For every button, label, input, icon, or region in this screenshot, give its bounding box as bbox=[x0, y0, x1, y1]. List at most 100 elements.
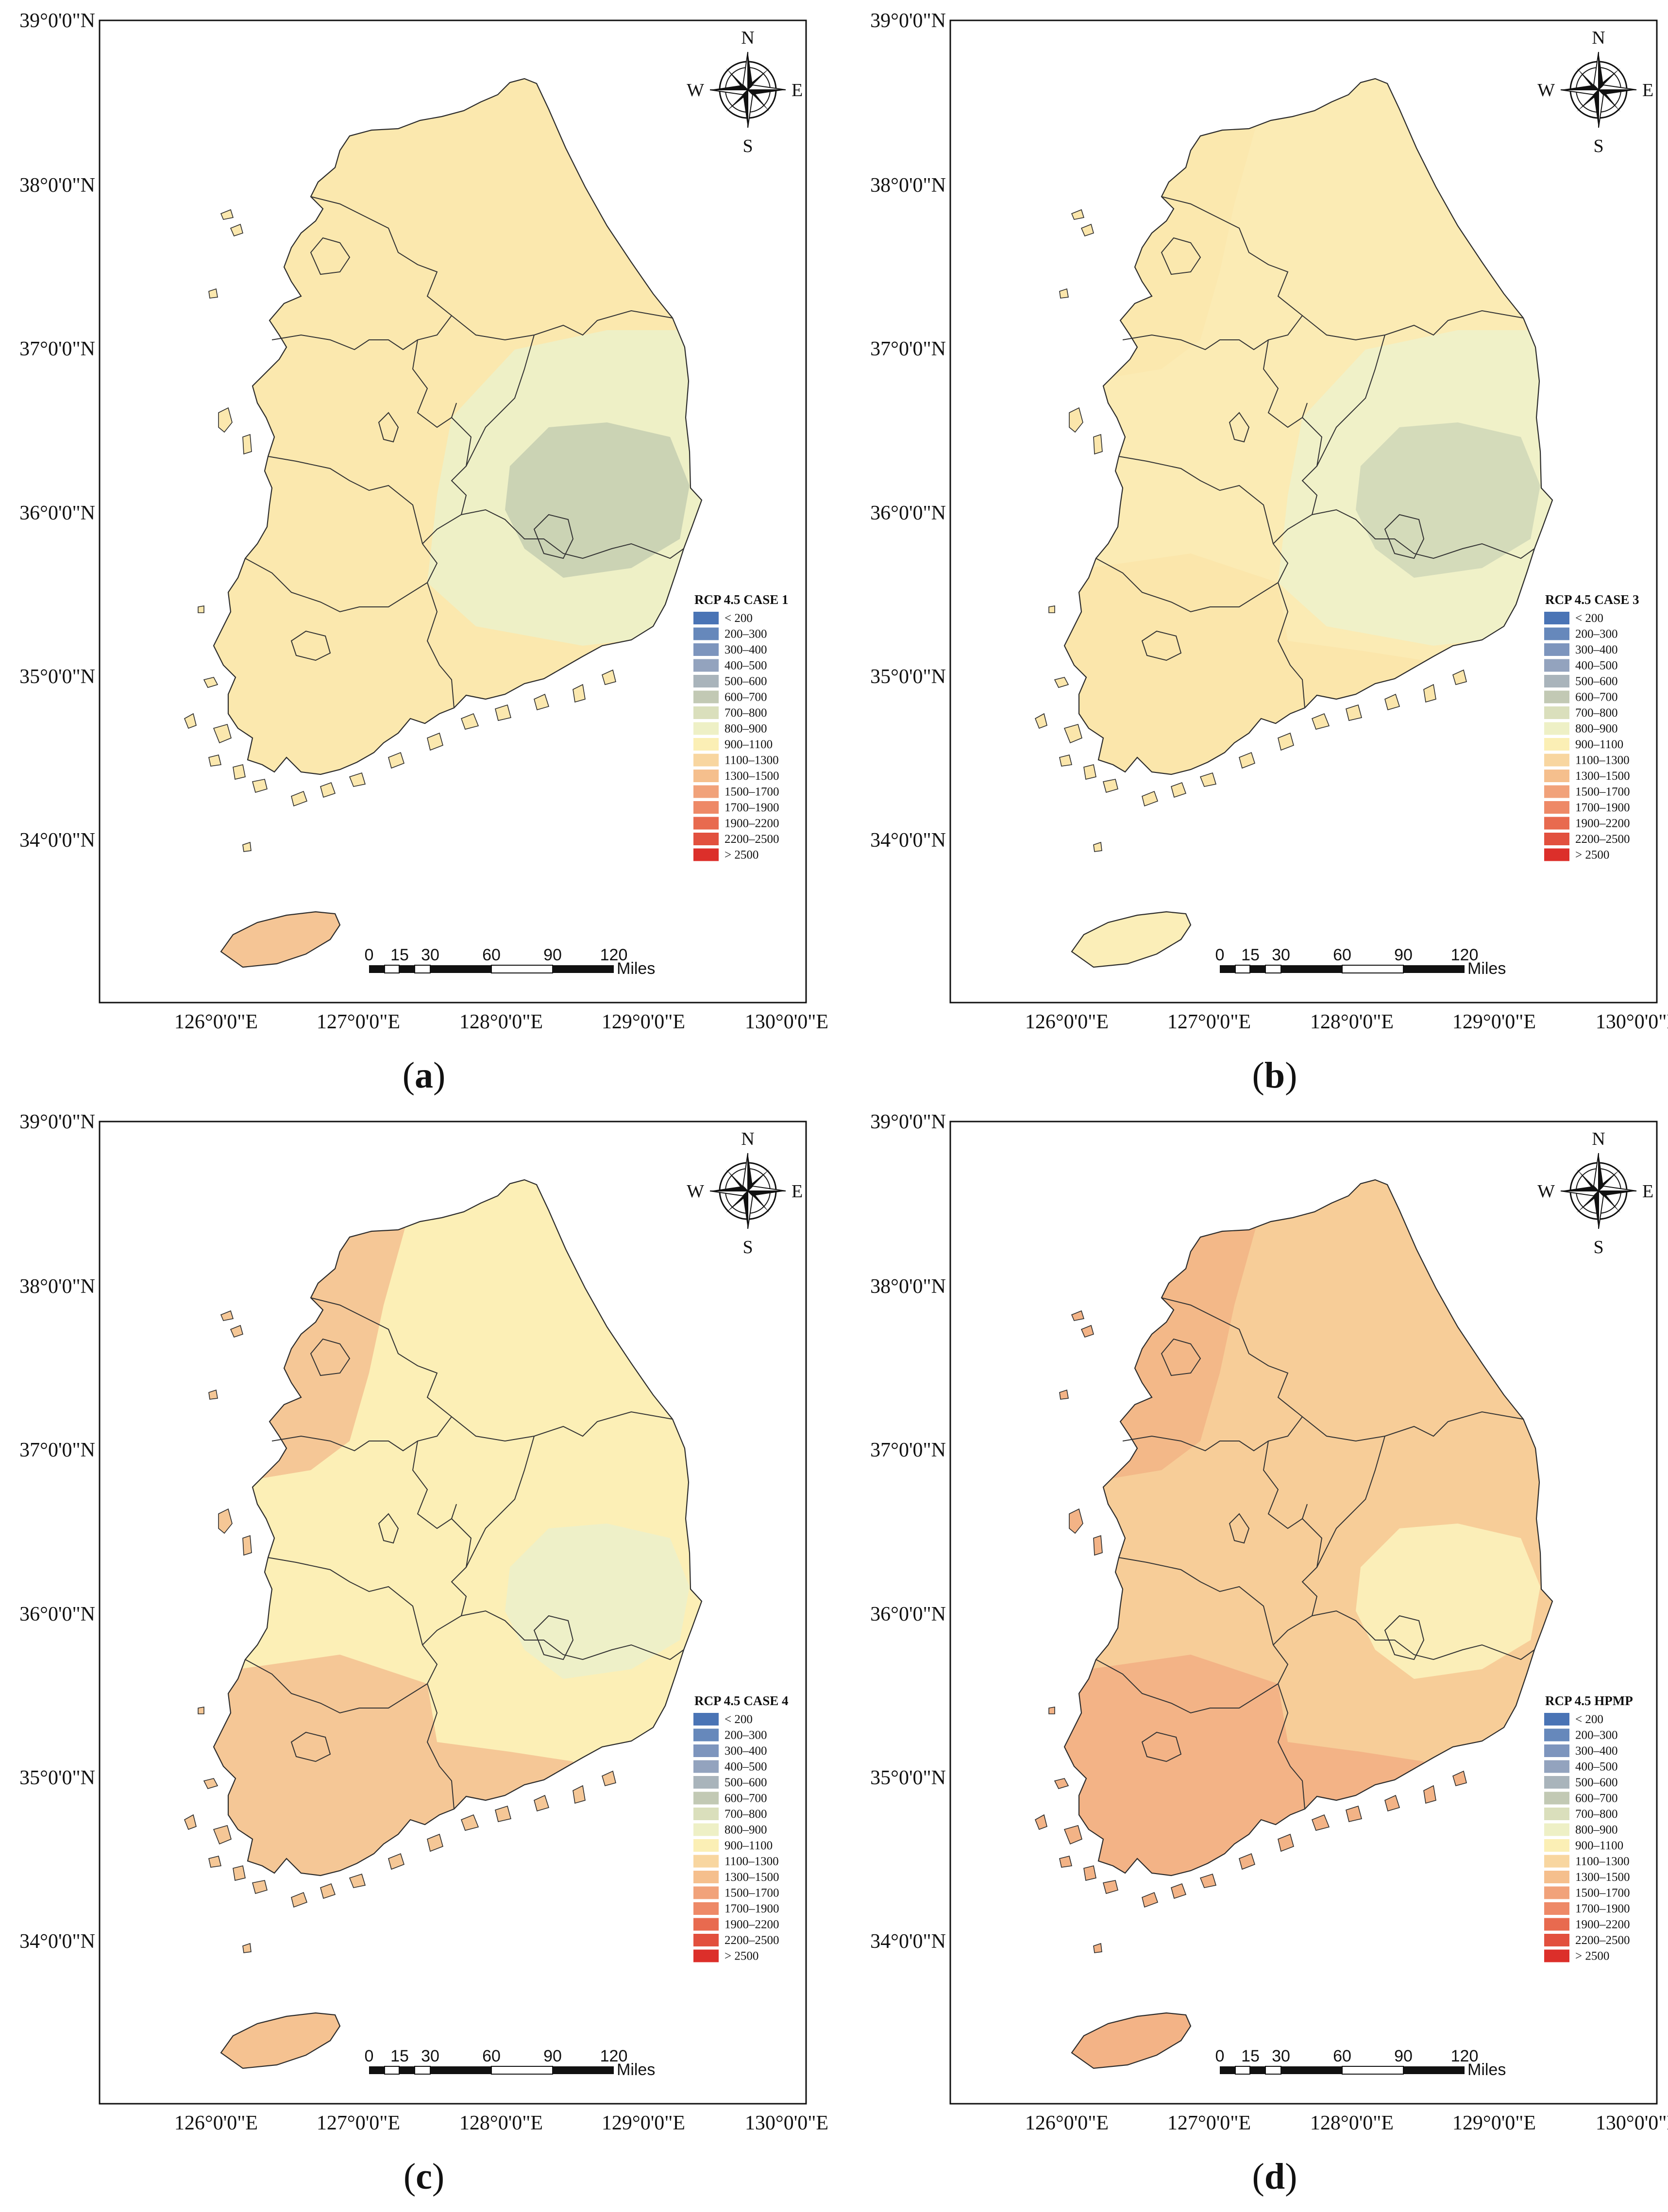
legend-label: 1500–1700 bbox=[724, 1887, 779, 1900]
lat-label: 37°0'0"N bbox=[19, 338, 95, 360]
legend-swatch bbox=[1544, 675, 1569, 687]
legend-label: 1700–1900 bbox=[724, 1902, 779, 1915]
legend-swatch bbox=[693, 1886, 719, 1899]
province-boundaries bbox=[245, 1297, 684, 1810]
legend-title: RCP 4.5 HPMP bbox=[1545, 1693, 1633, 1708]
province-boundaries bbox=[245, 196, 684, 708]
scale-tick: 120 bbox=[600, 946, 628, 964]
lon-label: 127°0'0"E bbox=[317, 2112, 400, 2134]
legend-swatch bbox=[693, 1744, 719, 1757]
longitude-labels: 126°0'0"E 127°0'0"E 128°0'0"E 129°0'0"E … bbox=[174, 1011, 828, 1033]
legend-label: < 200 bbox=[1575, 1713, 1603, 1726]
legend-swatch bbox=[1544, 785, 1569, 798]
coastal-islands bbox=[1034, 209, 1467, 852]
compass-w: W bbox=[687, 1181, 704, 1202]
legend-label: 1300–1500 bbox=[724, 1871, 779, 1884]
longitude-labels: 126°0'0"E 127°0'0"E 128°0'0"E 129°0'0"E … bbox=[1025, 2112, 1668, 2134]
legend-label: 700–800 bbox=[1575, 1808, 1618, 1821]
legend-label: 1700–1900 bbox=[1575, 801, 1630, 814]
legend-label: 500–600 bbox=[1575, 1776, 1618, 1789]
lat-label: 36°0'0"N bbox=[870, 1603, 946, 1625]
precipitation-zones bbox=[214, 1218, 702, 1876]
legend-label: < 200 bbox=[1575, 612, 1603, 625]
legend-label: 600–700 bbox=[724, 1792, 767, 1805]
legend-label: 200–300 bbox=[724, 1729, 767, 1742]
legend-swatch bbox=[1544, 659, 1569, 672]
legend-swatch bbox=[693, 1871, 719, 1883]
lon-label: 128°0'0"E bbox=[459, 1011, 543, 1033]
legend-label: 2200–2500 bbox=[1575, 833, 1630, 846]
legend-label: 1700–1900 bbox=[1575, 1902, 1630, 1915]
scale-tick: 30 bbox=[1272, 2047, 1290, 2065]
legend-swatch bbox=[1544, 722, 1569, 735]
scale-tick: 15 bbox=[390, 946, 409, 964]
caption-a: (a) bbox=[402, 1055, 446, 1096]
legend-swatch bbox=[1544, 848, 1569, 861]
legend-title: RCP 4.5 CASE 3 bbox=[1545, 592, 1639, 607]
legend-label: 1300–1500 bbox=[1575, 1871, 1630, 1884]
legend-swatch bbox=[693, 801, 719, 814]
legend-swatch bbox=[1544, 770, 1569, 782]
legend: RCP 4.5 CASE 3 < 200 200–300 300–400 400–50… bbox=[1544, 592, 1639, 862]
lat-label: 38°0'0"N bbox=[19, 1275, 95, 1298]
legend-label: 400–500 bbox=[1575, 659, 1618, 672]
scale-tick: 15 bbox=[1241, 946, 1260, 964]
legend-label: 2200–2500 bbox=[724, 833, 779, 846]
legend-swatch bbox=[1544, 817, 1569, 830]
lat-label: 36°0'0"N bbox=[19, 502, 95, 524]
longitude-labels: 126°0'0"E 127°0'0"E 128°0'0"E 129°0'0"E … bbox=[174, 2112, 828, 2134]
legend-swatch bbox=[693, 1728, 719, 1742]
scale-bar: 0 15 30 60 90 120 Miles bbox=[365, 2047, 656, 2079]
legend-label: 1900–2200 bbox=[1575, 817, 1630, 830]
legend-swatch bbox=[693, 1823, 719, 1836]
lat-label: 37°0'0"N bbox=[870, 1439, 946, 1461]
legend-swatch bbox=[693, 706, 719, 719]
lon-label: 129°0'0"E bbox=[1452, 1011, 1536, 1033]
lon-label: 126°0'0"E bbox=[1025, 2112, 1109, 2134]
legend-label: 500–600 bbox=[724, 1776, 767, 1789]
scale-units: Miles bbox=[1467, 2061, 1506, 2079]
latitude-labels: 39°0'0"N 38°0'0"N 37°0'0"N 36°0'0"N 35°0… bbox=[870, 10, 946, 852]
lon-label: 128°0'0"E bbox=[1310, 1011, 1394, 1033]
lat-label: 38°0'0"N bbox=[19, 174, 95, 197]
legend-items: < 200 200–300 300–400 400–500 500–600 600–700… bbox=[693, 612, 779, 862]
lat-label: 34°0'0"N bbox=[19, 1930, 95, 1953]
legend-label: 1100–1300 bbox=[1575, 1855, 1630, 1868]
longitude-labels: 126°0'0"E 127°0'0"E 128°0'0"E 129°0'0"E … bbox=[1025, 1011, 1668, 1033]
lon-label: 130°0'0"E bbox=[745, 1011, 828, 1033]
legend: RCP 4.5 HPMP < 200 200–300 300–400 400–500 5… bbox=[1544, 1693, 1633, 1963]
compass-n: N bbox=[741, 1129, 754, 1149]
legend-label: 600–700 bbox=[1575, 691, 1618, 704]
scale-units: Miles bbox=[1467, 959, 1506, 978]
legend-label: 800–900 bbox=[724, 722, 767, 736]
legend-swatch bbox=[693, 848, 719, 861]
legend-swatch bbox=[693, 738, 719, 751]
lat-label: 37°0'0"N bbox=[870, 338, 946, 360]
lon-label: 130°0'0"E bbox=[1596, 1011, 1668, 1033]
legend-swatch bbox=[693, 722, 719, 735]
legend-label: 1300–1500 bbox=[1575, 770, 1630, 783]
scale-tick: 90 bbox=[1394, 2047, 1413, 2065]
lon-label: 129°0'0"E bbox=[602, 2112, 685, 2134]
legend-swatch bbox=[693, 1902, 719, 1915]
legend-swatch bbox=[1544, 1792, 1569, 1805]
legend-title: RCP 4.5 CASE 1 bbox=[694, 592, 789, 607]
legend-label: 2200–2500 bbox=[724, 1934, 779, 1947]
scale-bar: 0 15 30 60 90 120 Miles bbox=[1215, 2047, 1506, 2079]
legend-swatch bbox=[693, 833, 719, 845]
latitude-labels: 39°0'0"N 38°0'0"N 37°0'0"N 36°0'0"N 35°0… bbox=[870, 1111, 946, 1953]
legend-label: 200–300 bbox=[1575, 1729, 1618, 1742]
scale-tick: 0 bbox=[1215, 2047, 1225, 2065]
legend-label: 400–500 bbox=[1575, 1760, 1618, 1774]
legend-swatch bbox=[693, 643, 719, 656]
legend: RCP 4.5 CASE 4 < 200 200–300 300–400 400–50… bbox=[693, 1693, 789, 1963]
legend-label: 1700–1900 bbox=[724, 801, 779, 814]
legend-label: 800–900 bbox=[724, 1824, 767, 1837]
map-frame: 39°0'0"N 38°0'0"N 37°0'0"N 36°0'0"N 35°0… bbox=[19, 1111, 828, 2134]
legend-swatch bbox=[1544, 1808, 1569, 1820]
zone-east-core bbox=[505, 422, 690, 578]
scale-units: Miles bbox=[617, 959, 655, 978]
compass-e: E bbox=[792, 1181, 803, 1202]
legend-swatch bbox=[1544, 1886, 1569, 1899]
coastal-islands bbox=[1034, 1310, 1467, 1953]
